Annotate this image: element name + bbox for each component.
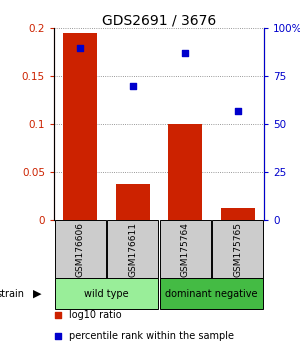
Bar: [107, 220, 158, 278]
Bar: [221, 208, 255, 220]
Bar: [168, 124, 202, 220]
Text: GSM175764: GSM175764: [181, 222, 190, 277]
Text: wild type: wild type: [84, 289, 129, 299]
Bar: [63, 33, 97, 220]
Text: percentile rank within the sample: percentile rank within the sample: [69, 331, 234, 341]
Text: GSM176611: GSM176611: [128, 222, 137, 277]
Text: GSM175765: GSM175765: [233, 222, 242, 277]
Point: [130, 83, 135, 89]
Text: strain: strain: [0, 289, 25, 299]
Point: [235, 108, 240, 114]
Point: [195, 34, 200, 40]
Title: GDS2691 / 3676: GDS2691 / 3676: [102, 13, 216, 27]
Text: GSM176606: GSM176606: [76, 222, 85, 277]
Bar: [116, 184, 150, 220]
Point: [195, 222, 200, 228]
Bar: [212, 220, 263, 278]
Text: ▶: ▶: [33, 289, 41, 299]
Text: dominant negative: dominant negative: [165, 289, 258, 299]
Point: [78, 45, 83, 50]
Point: [183, 50, 188, 56]
Bar: [55, 220, 106, 278]
Bar: [160, 278, 263, 309]
Bar: [55, 278, 158, 309]
Bar: [160, 220, 211, 278]
Text: log10 ratio: log10 ratio: [69, 310, 121, 320]
